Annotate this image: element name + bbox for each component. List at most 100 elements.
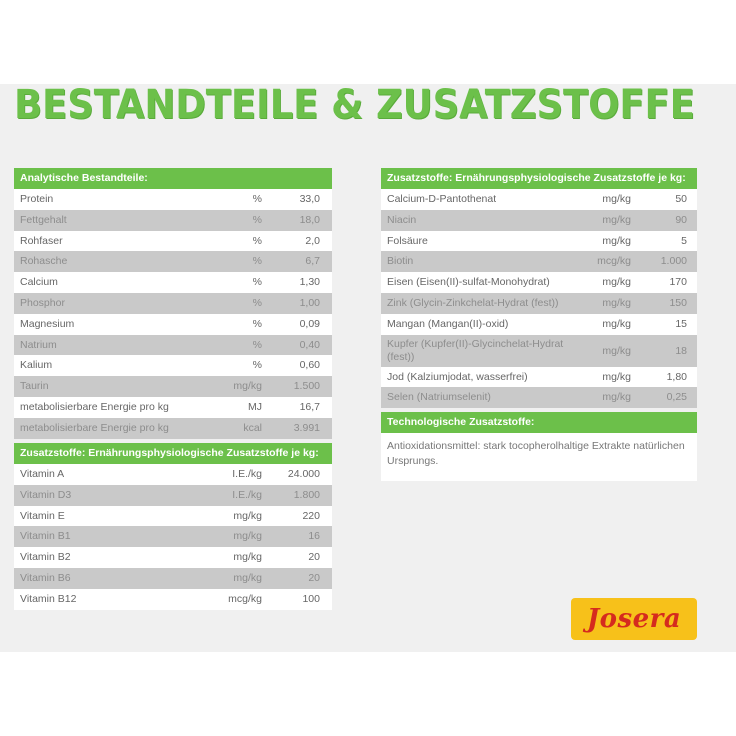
row-unit: % [252,255,262,268]
row-unit: mg/kg [602,276,631,289]
row-unit: mg/kg [233,509,262,522]
row-value: 1,00 [299,296,320,309]
row-name: Vitamin D3 [20,488,72,501]
row-value: 3.991 [293,421,320,434]
row-unit: % [252,317,262,330]
page-title: BESTANDTEILE & ZUSATZSTOFFE [14,82,695,128]
table-row: Biotin mcg/kg 1.000 [381,251,697,273]
table-row: Fettgehalt% 18,0 [14,209,332,231]
row-value: 100 [302,592,320,605]
table-row: Vitamin E mg/kg 220 [14,506,332,527]
josera-logo: Josera [571,598,697,640]
row-unit: mg/kg [233,551,262,564]
table-row: Phosphor% 1,00 [14,292,332,314]
table-row: metabolisierbare Energie pro kg MJ 16,7 [14,397,332,418]
additive-table: Zusatzstoffe: Ernährungsphysiologische Z… [381,168,697,409]
row-value: 2,0 [305,234,320,247]
table-row: Vitamin D3 I.E./kg 1.800 [14,484,332,506]
row-value: 16,7 [299,400,320,413]
table-row: Vitamin B1 mg/kg 16 [14,526,332,548]
table-row: Taurin mg/kg 1.500 [14,376,332,397]
row-name: Fettgehalt [20,213,67,226]
row-name: Folsäure [387,234,428,247]
row-value: 6,7 [305,255,320,268]
row-unit: mg/kg [602,370,631,383]
table-row: Rohfaser% 2,0 [14,231,332,252]
table-row: Natrium% 0,40 [14,334,332,356]
row-value: 50 [675,193,687,205]
row-name: metabolisierbare Energie pro kg [20,421,169,434]
row-unit: mg/kg [602,344,631,357]
row-name: Kupfer (Kupfer(II)-Glycinchelat-Hydrat (… [387,337,564,363]
row-name: Vitamin A [20,468,65,480]
row-value: 0,25 [666,391,687,404]
row-value: 1.500 [293,380,320,393]
row-unit: % [252,276,262,289]
table-row: Rohasche% 6,7 [14,251,332,273]
row-name: Selen (Natriumselenit) [387,391,491,404]
row-name: Calcium [20,276,58,289]
row-value: 18 [675,344,687,357]
table-row: Vitamin B12 mcg/kg 100 [14,589,332,610]
table-row: Calcium% 1,30 [14,272,332,293]
row-name: Vitamin B12 [20,592,77,605]
additive-table-header: Zusatzstoffe: Ernährungsphysiologische Z… [381,168,697,189]
row-value: 1.800 [293,488,320,501]
row-value: 18,0 [299,213,320,226]
row-name: Zink (Glycin-Zinkchelat-Hydrat (fest)) [387,296,559,309]
table-row: Vitamin B6 mg/kg 20 [14,567,332,589]
row-value: 20 [308,571,320,584]
table-row: Magnesium% 0,09 [14,314,332,335]
row-name: Vitamin B1 [20,530,71,543]
row-unit: mg/kg [233,530,262,543]
row-unit: kcal [243,421,262,434]
table-row: Kupfer (Kupfer(II)-Glycinchelat-Hydrat (… [381,334,697,367]
row-unit: I.E./kg [232,468,262,480]
row-name: Calcium-D-Pantothenat [387,193,497,205]
table-row: Folsäure mg/kg 5 [381,231,697,252]
row-value: 0,40 [299,338,320,351]
row-name: Rohfaser [20,234,63,247]
row-value: 0,09 [299,317,320,330]
tech-table: Technologische Zusatzstoffe: Antioxidati… [381,412,697,481]
table-row: Protein% 33,0 [14,189,332,210]
table-row: Calcium-D-Pantothenat mg/kg 50 [381,189,697,210]
row-unit: mg/kg [602,234,631,247]
row-value: 20 [308,551,320,564]
row-unit: MJ [248,400,262,413]
tech-table-text: Antioxidationsmittel: stark tocopherolha… [387,440,685,467]
table-row: Selen (Natriumselenit) mg/kg 0,25 [381,387,697,409]
row-value: 1.000 [660,255,687,268]
table-row: Eisen (Eisen(II)-sulfat-Monohydrat) mg/kg… [381,272,697,293]
vitamin-table: Zusatzstoffe: Ernährungsphysiologische Z… [14,443,332,610]
row-unit: mg/kg [602,296,631,309]
table-row: Niacin mg/kg 90 [381,209,697,231]
row-unit: % [252,193,262,205]
row-name: Eisen (Eisen(II)-sulfat-Monohydrat) [387,276,550,289]
row-value: 16 [308,530,320,543]
row-unit: % [252,213,262,226]
row-unit: I.E./kg [232,488,262,501]
row-value: 220 [302,509,320,522]
row-value: 170 [669,276,687,289]
row-value: 5 [681,234,687,247]
row-name: Biotin [387,255,414,268]
row-name: Natrium [20,338,57,351]
row-name: Vitamin E [20,509,65,522]
row-name: Mangan (Mangan(II)-oxid) [387,317,509,330]
row-unit: % [252,234,262,247]
row-name: Vitamin B6 [20,571,71,584]
row-unit: mg/kg [602,213,631,226]
row-value: 1,80 [666,370,687,383]
row-unit: mcg/kg [228,592,262,605]
row-value: 15 [675,317,687,330]
row-name: Vitamin B2 [20,551,71,564]
row-unit: mg/kg [602,317,631,330]
tech-table-header: Technologische Zusatzstoffe: [381,412,697,433]
table-row: metabolisierbare Energie pro kg kcal 3.991 [14,417,332,439]
table-row: Zink (Glycin-Zinkchelat-Hydrat (fest)) mg… [381,292,697,314]
row-value: 150 [669,296,687,309]
row-name: Jod (Kalziumjodat, wasserfrei) [387,370,528,383]
row-name: Niacin [387,213,417,226]
table-row: Kalium% 0,60 [14,355,332,376]
